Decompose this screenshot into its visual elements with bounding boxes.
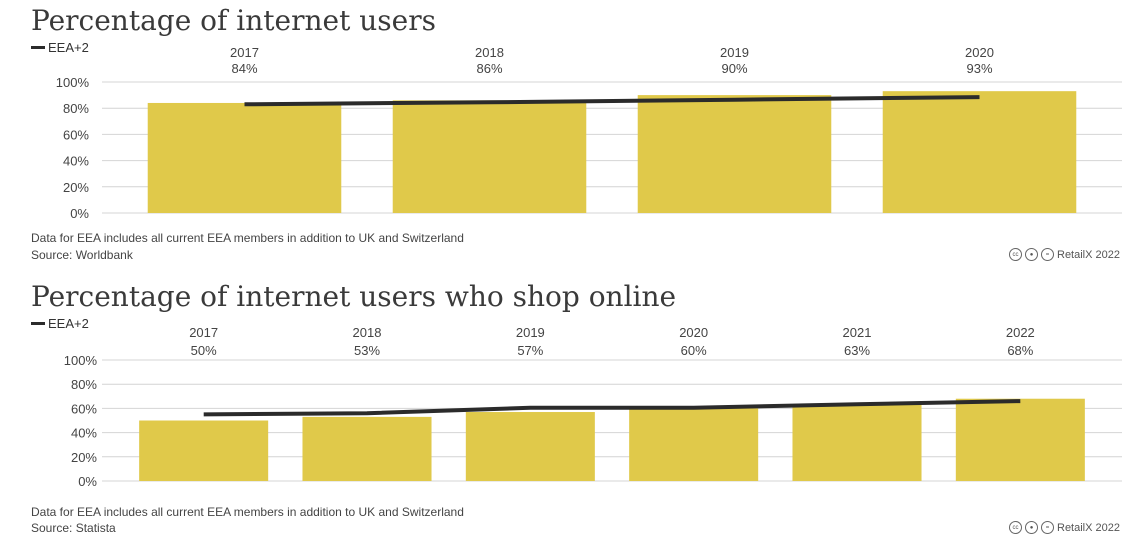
eea-line [203, 399, 1021, 417]
legend: EEA+2 [31, 316, 89, 331]
chart-title: Percentage of internet users who shop on… [31, 280, 677, 313]
category-label: 2020 [965, 45, 994, 60]
cc-icon: cc [1009, 248, 1022, 261]
bar [147, 102, 342, 213]
value-label: 53% [354, 343, 380, 358]
chart-panel-internet-users: Percentage of internet users EEA+2 100% 8… [0, 0, 1142, 270]
y-tick-label: 20% [71, 450, 97, 465]
bar [139, 420, 269, 481]
y-tick-label: 60% [71, 401, 97, 416]
y-tick-label: 100% [64, 353, 98, 368]
category-label: 2019 [720, 45, 749, 60]
no-derivatives-icon: = [1041, 521, 1054, 534]
category-label: 2017 [189, 325, 218, 340]
y-tick-label: 40% [63, 154, 89, 169]
category-label: 2017 [230, 45, 259, 60]
value-label: 84% [231, 61, 257, 76]
cc-icon: cc [1009, 521, 1022, 534]
legend: EEA+2 [31, 40, 89, 55]
bar [302, 416, 432, 481]
category-label: 2018 [475, 45, 504, 60]
bar [392, 100, 587, 213]
category-label: 2018 [353, 325, 382, 340]
source-text: Source: Worldbank [31, 248, 133, 262]
eea-line [244, 95, 980, 107]
category-label: 2019 [516, 325, 545, 340]
category-label: 2022 [1006, 325, 1035, 340]
category-label: 2020 [679, 325, 708, 340]
credit-text: RetailX 2022 [1057, 521, 1120, 534]
chart-title: Percentage of internet users [31, 4, 436, 37]
bar [792, 404, 922, 481]
source-text: Source: Statista [31, 521, 116, 535]
legend-label: EEA+2 [48, 40, 89, 55]
bar [637, 95, 832, 213]
bar [882, 91, 1077, 213]
attribution-icon: ● [1025, 248, 1038, 261]
no-derivatives-icon: = [1041, 248, 1054, 261]
bar [629, 408, 759, 481]
credit-text: RetailX 2022 [1057, 248, 1120, 261]
value-label: 90% [721, 61, 747, 76]
footnote: Data for EEA includes all current EEA me… [31, 231, 464, 245]
category-label: 2021 [843, 325, 872, 340]
value-label: 57% [517, 343, 543, 358]
value-label: 93% [966, 61, 992, 76]
y-tick-label: 20% [63, 180, 89, 195]
y-tick-label: 80% [71, 377, 97, 392]
legend-line-swatch [31, 322, 45, 325]
attribution-icon: ● [1025, 521, 1038, 534]
value-label: 50% [191, 343, 217, 358]
y-tick-label: 60% [63, 127, 89, 142]
footnote: Data for EEA includes all current EEA me… [31, 505, 464, 519]
y-tick-label: 100% [56, 75, 90, 90]
credit: cc ● = RetailX 2022 [1009, 521, 1120, 534]
y-tick-label: 0% [70, 206, 89, 221]
value-label: 68% [1007, 343, 1033, 358]
chart-plot: 100% 80% 60% 40% 20% 0% 2017 50% 2018 53% 2019 57% 2… [64, 325, 1122, 489]
legend-line-swatch [31, 46, 45, 49]
bar [955, 398, 1085, 481]
value-label: 86% [476, 61, 502, 76]
bar [465, 412, 595, 481]
y-tick-label: 80% [63, 101, 89, 116]
y-tick-label: 40% [71, 426, 97, 441]
value-label: 63% [844, 343, 870, 358]
credit: cc ● = RetailX 2022 [1009, 248, 1120, 261]
value-label: 60% [681, 343, 707, 358]
legend-label: EEA+2 [48, 316, 89, 331]
y-tick-label: 0% [78, 474, 97, 489]
chart-panel-online-shoppers: Percentage of internet users who shop on… [0, 276, 1142, 549]
